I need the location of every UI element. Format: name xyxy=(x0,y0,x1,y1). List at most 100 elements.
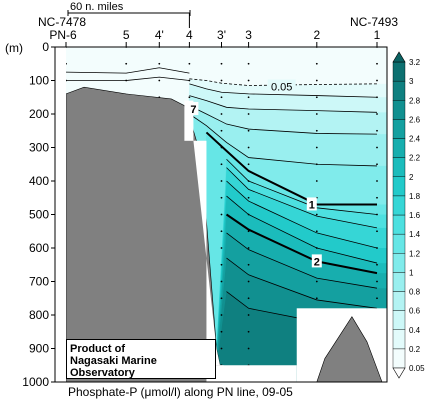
chart-caption: Phosphate-P (μmol/l) along PN line, 09-0… xyxy=(68,385,293,399)
scale-bar: 60 n. miles xyxy=(67,1,191,16)
y-tick-label: 600 xyxy=(29,241,49,255)
sample-dot xyxy=(220,163,223,166)
colorbar-label: 2.6 xyxy=(409,115,421,124)
contour-line xyxy=(226,158,378,215)
colorbar-label: 3 xyxy=(409,77,414,86)
colorbar-band xyxy=(392,138,406,158)
colorbar-label: 1.4 xyxy=(409,230,421,239)
y-tick-label: 400 xyxy=(29,174,49,188)
colorbar-band xyxy=(392,329,406,350)
y-tick-label: 100 xyxy=(29,74,49,88)
sample-dot xyxy=(158,62,161,65)
sample-dot xyxy=(220,129,223,132)
sample-dot xyxy=(315,280,318,283)
sample-dot xyxy=(247,263,250,266)
sample-dot xyxy=(376,96,378,99)
sample-dot xyxy=(220,96,223,99)
contour-label: 0.05 xyxy=(271,82,292,94)
colorbar-label: 1 xyxy=(409,268,414,277)
sample-dot xyxy=(315,62,318,65)
colorbar-label: 1.6 xyxy=(409,211,421,220)
sample-dot xyxy=(315,129,318,132)
colorbar-band xyxy=(392,253,406,273)
colorbar-label: 1.8 xyxy=(409,192,421,201)
endpoint-left-label: NC-7478 xyxy=(38,15,86,29)
sample-dot xyxy=(376,247,378,249)
sample-dot xyxy=(220,180,223,182)
colorbar-band xyxy=(392,348,406,369)
sample-dot xyxy=(158,79,161,82)
station-label: 3 xyxy=(245,28,252,42)
credit-line: Observatory xyxy=(70,367,135,379)
sample-dot xyxy=(247,129,250,132)
sample-dot xyxy=(220,79,223,82)
colorbar-label: 0.8 xyxy=(409,288,421,297)
contour-label-bg xyxy=(267,79,296,93)
contour-label: 2 xyxy=(314,256,320,268)
colorbar-band xyxy=(392,195,406,216)
sample-dot xyxy=(376,146,378,149)
sample-dot xyxy=(247,62,250,65)
y-tick-label: 800 xyxy=(29,308,49,322)
sample-dot xyxy=(247,280,250,283)
sample-dot xyxy=(247,113,250,115)
colorbar-band xyxy=(392,176,406,197)
y-tick-label: 300 xyxy=(29,141,49,155)
sample-dot xyxy=(188,96,191,99)
sample-dot xyxy=(247,247,250,249)
station-label: 4' xyxy=(155,28,164,42)
contour-label-bg xyxy=(311,254,322,268)
station-label: 5 xyxy=(123,28,130,42)
contour-line xyxy=(189,113,378,167)
sample-dot xyxy=(220,263,223,266)
credit-box: Product of Nagasaki Marine Observatory xyxy=(66,339,216,379)
credit-line: Product of xyxy=(70,343,125,355)
sample-dot xyxy=(220,213,223,216)
colorbar-band xyxy=(392,214,406,235)
sample-dot xyxy=(188,79,191,82)
colorbar-band xyxy=(392,100,406,120)
sample-dot xyxy=(220,280,223,283)
sample-dot xyxy=(247,213,250,216)
sample-dot xyxy=(376,280,378,283)
colorbar-band xyxy=(392,272,406,292)
sample-dot xyxy=(315,113,318,115)
sample-dot xyxy=(125,79,128,82)
y-tick-label: 500 xyxy=(29,208,49,222)
sample-dot xyxy=(376,230,378,233)
colorbar-band xyxy=(392,119,406,139)
sample-dot xyxy=(315,79,318,82)
station-label: 4 xyxy=(186,28,193,42)
sample-dot xyxy=(220,330,223,333)
colorbar-band xyxy=(392,291,406,311)
station-label: 2 xyxy=(313,28,320,42)
contour-line xyxy=(226,167,378,229)
contour-line xyxy=(205,131,377,206)
sample-dot xyxy=(376,62,378,65)
contour-line xyxy=(226,257,378,309)
sample-dot xyxy=(376,180,378,182)
colorbar-label: 2.4 xyxy=(409,135,421,144)
sample-dot xyxy=(315,297,318,300)
y-tick-label: 0 xyxy=(42,40,49,54)
sample-dot xyxy=(220,314,223,316)
contour-label-bg xyxy=(306,197,317,211)
contour-line xyxy=(226,232,378,289)
contour-label: 1 xyxy=(309,199,315,211)
sample-dot xyxy=(315,163,318,166)
sample-dot xyxy=(188,62,191,65)
sample-dot xyxy=(220,196,223,199)
sample-dot xyxy=(247,79,250,82)
contour-line xyxy=(189,105,378,135)
colorbar-band xyxy=(392,233,406,254)
contour-line xyxy=(225,213,378,275)
y-tick-label: 200 xyxy=(29,107,49,121)
sample-dot xyxy=(247,196,250,199)
missing-data-block xyxy=(193,140,224,382)
sample-dot xyxy=(376,129,378,132)
colorbar-label: 0.2 xyxy=(409,345,421,354)
sample-dot xyxy=(220,247,223,249)
sample-dot xyxy=(376,79,378,82)
colorbar-band xyxy=(392,61,406,82)
sample-dot xyxy=(247,163,250,166)
